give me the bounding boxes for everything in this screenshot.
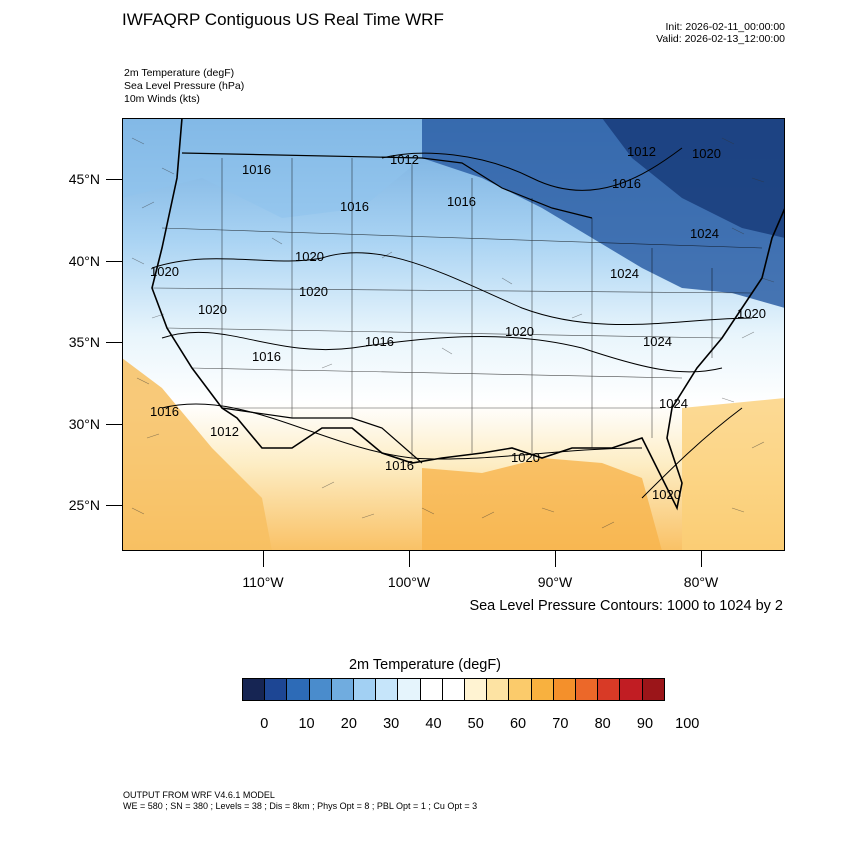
lat-tick [106, 342, 122, 343]
cool-northwest [122, 118, 422, 218]
colorbar-label: 20 [340, 716, 357, 732]
contour-label: 1020 [299, 284, 328, 299]
colorbar-label: 80 [594, 716, 611, 732]
contour-label: 1024 [643, 334, 672, 349]
canada-border [181, 152, 593, 219]
contour-label: 1016 [365, 334, 394, 349]
lat-label: 40°N [68, 253, 100, 269]
coastline [151, 118, 785, 511]
lat-label: 35°N [68, 334, 100, 350]
colorbar-swatch [553, 679, 577, 700]
valid-time: Valid: 2026-02-13_12:00:00 [656, 33, 785, 45]
colorbar [242, 678, 665, 701]
contour-label: 1016 [242, 162, 271, 177]
colorbar-swatch [465, 679, 488, 700]
warm-atlantic [682, 398, 785, 551]
contour-label: 1012 [210, 424, 239, 439]
colorbar-swatch [265, 679, 288, 700]
lon-tick [701, 551, 702, 567]
colorbar-title: 2m Temperature (degF) [348, 657, 502, 673]
contour-label: 1020 [692, 146, 721, 161]
colorbar-label: 0 [260, 716, 269, 732]
contour-note: Sea Level Pressure Contours: 1000 to 102… [469, 598, 783, 614]
lat-tick [106, 424, 122, 425]
colorbar-swatch [376, 679, 399, 700]
contour-label: 1024 [610, 266, 639, 281]
model-config: WE = 580 ; SN = 380 ; Levels = 38 ; Dis … [123, 801, 478, 811]
warm-southwest [122, 358, 272, 551]
colorbar-label: 90 [636, 716, 654, 732]
contour-label: 1020 [150, 264, 179, 279]
init-time: Init: 2026-02-11_00:00:00 [665, 21, 785, 33]
contour-label: 1012 [390, 152, 419, 167]
colorbar-swatch [531, 679, 554, 700]
colorbar-label: 10 [298, 716, 315, 732]
lon-label: 90°W [537, 574, 573, 590]
colorbar-swatch [420, 679, 443, 700]
run-times: Init: 2026-02-11_00:00:00 Valid: 2026-02… [656, 21, 785, 45]
colorbar-label: 70 [552, 716, 569, 732]
lon-tick [409, 551, 410, 567]
colorbar-swatch [331, 679, 355, 700]
colorbar-swatch [243, 679, 266, 700]
contour-labels: 1012 1016 1016 1016 1020 1016 1012 1020 … [150, 144, 766, 502]
lon-label: 110°W [242, 574, 284, 590]
lat-label: 30°N [68, 416, 100, 432]
lat-label: 25°N [68, 497, 100, 513]
colorbar-label: 100 [675, 716, 700, 732]
model-info: OUTPUT FROM WRF V4.6.1 MODEL WE = 580 ; … [123, 790, 477, 812]
field-list: 2m Temperature (degF) Sea Level Pressure… [124, 67, 244, 106]
lon-label: 80°W [683, 574, 719, 590]
contour-label: 1012 [627, 144, 656, 159]
colorbar-swatch [576, 679, 599, 700]
lat-tick [106, 261, 122, 262]
contour-label: 1016 [340, 199, 369, 214]
lat-tick [106, 179, 122, 180]
colorbar-swatch [642, 679, 664, 700]
contour-label: 1020 [295, 249, 324, 264]
lon-tick [555, 551, 556, 567]
lat-label: 45°N [68, 171, 100, 187]
contour-label: 1020 [737, 306, 766, 321]
contour-label: 1016 [612, 176, 641, 191]
contour-label: 1016 [447, 194, 476, 209]
coldest-air-mass [602, 118, 785, 238]
contour-label: 1016 [385, 458, 414, 473]
colorbar-swatch [354, 679, 377, 700]
colorbar-swatch [598, 679, 621, 700]
contour-label: 1024 [659, 396, 688, 411]
colorbar-swatch [309, 679, 332, 700]
contour-label: 1020 [198, 302, 227, 317]
lon-label: 100°W [387, 574, 431, 590]
contour-label: 1020 [652, 487, 681, 502]
contour-label: 1016 [252, 349, 281, 364]
field-winds: 10m Winds (kts) [124, 93, 200, 105]
wind-barbs [131, 137, 775, 529]
lon-tick [263, 551, 264, 567]
contour-label: 1024 [690, 226, 719, 241]
contour-label: 1020 [511, 450, 540, 465]
colorbar-swatch [398, 679, 421, 700]
state-lines [151, 158, 763, 458]
colorbar-label: 40 [425, 716, 442, 732]
field-temperature: 2m Temperature (degF) [124, 67, 235, 79]
colorbar-swatch [287, 679, 310, 700]
colorbar-swatch [620, 679, 643, 700]
contour-label: 1016 [150, 404, 179, 419]
colorbar-swatch [442, 679, 466, 700]
map-frame [122, 118, 785, 551]
colorbar-label: 50 [467, 716, 484, 732]
colorbar-label: 30 [383, 716, 400, 732]
lat-tick [106, 505, 122, 506]
field-pressure: Sea Level Pressure (hPa) [124, 80, 245, 92]
colorbar-label: 60 [509, 716, 527, 732]
model-version: OUTPUT FROM WRF V4.6.1 MODEL [123, 790, 275, 800]
pressure-contours [151, 147, 753, 499]
contour-label: 1020 [505, 324, 534, 339]
map-title: IWFAQRP Contiguous US Real Time WRF [122, 10, 444, 29]
colorbar-swatch [509, 679, 532, 700]
weather-map: 1012 1016 1016 1016 1020 1016 1012 1020 … [122, 118, 785, 551]
colorbar-swatch [487, 679, 510, 700]
